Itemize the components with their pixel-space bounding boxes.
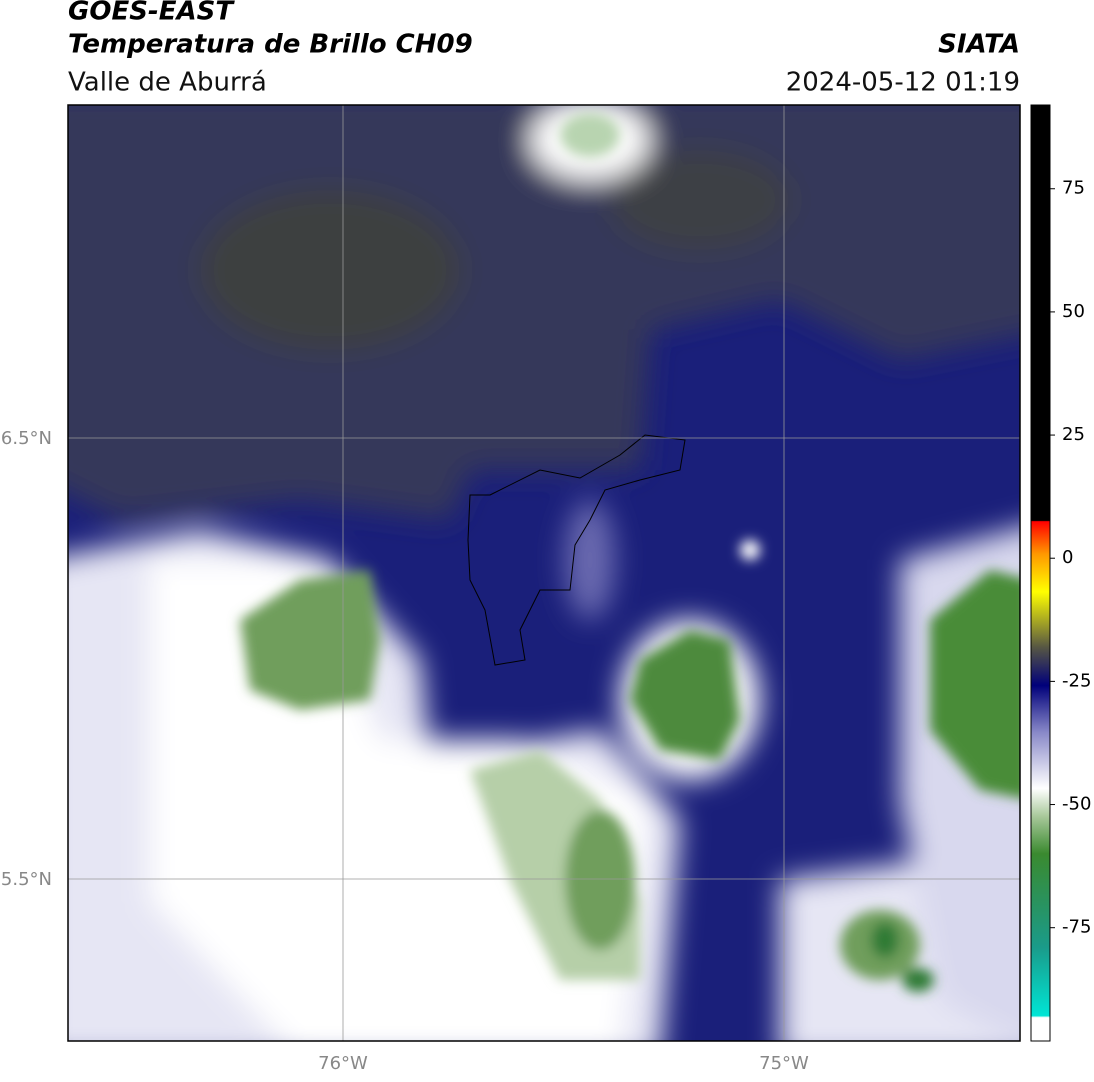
colorbar-tick-label: -50 <box>1062 794 1091 815</box>
colorbar-tick-label: 25 <box>1062 424 1085 445</box>
timestamp: 2024-05-12 01:19 <box>786 68 1020 98</box>
region: Valle de Aburrá <box>68 68 267 98</box>
colorbar-tick-label: 50 <box>1062 301 1085 322</box>
colorbar-tick-label: -25 <box>1062 670 1091 691</box>
valley-outline <box>467 434 686 666</box>
lat-label: 6.5°N <box>1 428 52 449</box>
lon-label: 76°W <box>318 1053 368 1074</box>
subtitle: Temperatura de Brillo CH09 <box>68 30 473 60</box>
satellite-image <box>68 105 1020 1041</box>
map-frame <box>67 104 1021 1042</box>
colorbar-tick-label: -75 <box>1062 917 1091 938</box>
lat-label: 5.5°N <box>1 869 52 890</box>
colorbar <box>1030 104 1051 1042</box>
graticule <box>68 105 1020 1041</box>
colorbar-tick-label: 0 <box>1062 547 1073 568</box>
colorbar-tick-label: 75 <box>1062 178 1085 199</box>
title: GOES-EAST <box>68 0 235 27</box>
source: SIATA <box>938 30 1020 60</box>
lon-label: 75°W <box>759 1053 809 1074</box>
